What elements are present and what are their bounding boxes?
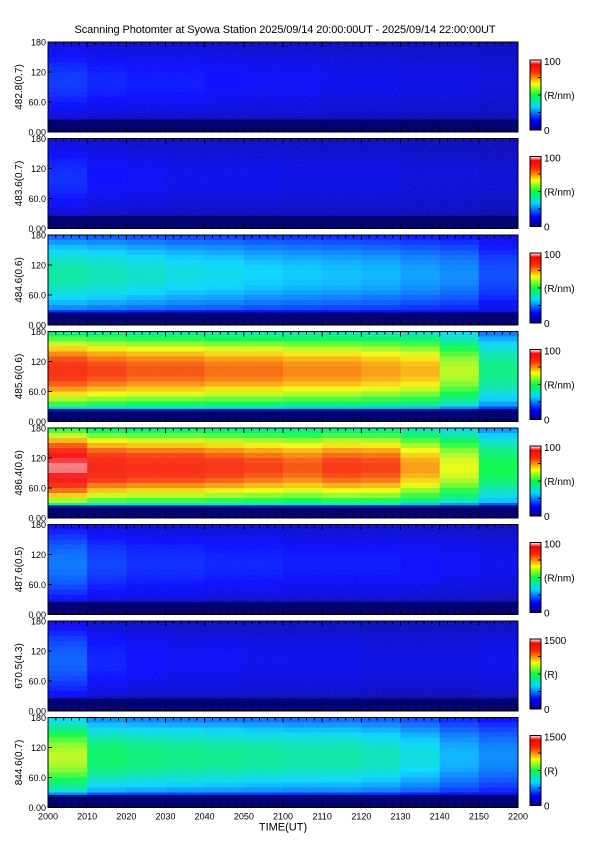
x-tick-label: 2030 (155, 812, 175, 822)
x-tick-label: 2140 (430, 812, 450, 822)
colorbar-max-label: 1500 (544, 733, 567, 744)
y-tick-label: 180 (31, 713, 46, 723)
y-tick-label: 120 (31, 68, 46, 78)
x-tick-label: 2020 (116, 812, 136, 822)
colorbar-max-label: 1500 (544, 636, 567, 647)
y-tick-label: 60.0 (28, 194, 46, 204)
colorbar-unit-label: (R/nm) (544, 284, 575, 295)
x-tick-label: 2040 (195, 812, 215, 822)
chart-title: Scanning Photomter at Syowa Station 2025… (74, 24, 496, 36)
panel-label: 486.4(0.6) (14, 450, 25, 496)
colorbar-min-label: 0 (544, 609, 550, 620)
y-tick-label: 0.00 (28, 321, 46, 331)
x-tick-label: 2050 (234, 812, 254, 822)
colorbar-max-label: 100 (544, 347, 561, 358)
heatmap-6 (48, 621, 518, 711)
heatmap-2 (48, 235, 518, 325)
x-tick-label: 2120 (351, 812, 371, 822)
y-tick-label: 180 (31, 134, 46, 144)
y-tick-label: 120 (31, 357, 46, 367)
colorbar-max-label: 100 (544, 443, 561, 454)
panel-label: 487.6(0.5) (14, 547, 25, 593)
y-tick-label: 60.0 (28, 677, 46, 687)
x-axis-label: TIME(UT) (259, 822, 307, 834)
y-tick-label: 60.0 (28, 98, 46, 108)
panel-1: 0.00 60.0 120 180 483.6(0.7) 100 (R/nm) 0 (14, 134, 575, 234)
y-tick-label: 120 (31, 164, 46, 174)
panel-3: 0.00 60.0 120 180 485.6(0.6) 100 (R/nm) 0 (14, 327, 575, 427)
heatmap-3 (48, 331, 518, 422)
heatmap-0 (48, 42, 518, 132)
colorbar-min-label: 0 (544, 705, 550, 716)
colorbar-min-label: 0 (544, 802, 550, 813)
x-tick-label: 2200 (508, 812, 528, 822)
y-tick-label: 60.0 (28, 387, 46, 397)
panel-label: 485.6(0.6) (14, 354, 25, 400)
heatmap-4 (48, 428, 518, 518)
y-tick-label: 180 (31, 424, 46, 434)
y-tick-label: 0.00 (28, 128, 46, 138)
colorbar-max-label: 100 (544, 154, 561, 165)
x-tick-label: 2100 (273, 812, 293, 822)
colorbar-min-label: 0 (544, 416, 550, 427)
panel-7: 0.00 60.0 120 180 844.6(0.7) 1500 (R) 0 (14, 713, 567, 813)
y-tick-label: 180 (31, 231, 46, 241)
panel-label: 484.6(0.6) (14, 257, 25, 303)
panel-label: 844.6(0.7) (14, 740, 25, 786)
y-tick-label: 0.00 (28, 224, 46, 234)
y-tick-label: 180 (31, 327, 46, 337)
heatmap-7 (48, 717, 518, 808)
heatmap-1 (48, 138, 518, 229)
colorbar-unit-label: (R/nm) (544, 91, 575, 102)
y-tick-label: 60.0 (28, 484, 46, 494)
y-tick-label: 180 (31, 617, 46, 627)
y-tick-label: 0.00 (28, 610, 46, 620)
colorbar-max-label: 100 (544, 250, 561, 261)
panel-label: 482.8(0.7) (14, 64, 25, 110)
y-tick-label: 120 (31, 647, 46, 657)
colorbar-unit-label: (R) (544, 767, 558, 778)
y-tick-label: 0.00 (28, 417, 46, 427)
y-tick-label: 120 (31, 261, 46, 271)
y-tick-label: 180 (31, 38, 46, 48)
panel-6: 0.00 60.0 120 180 670.5(4.3) 1500 (R) 0 (14, 617, 567, 717)
heatmap-5 (48, 524, 518, 615)
y-tick-label: 60.0 (28, 291, 46, 301)
colorbar-unit-label: (R/nm) (544, 188, 575, 199)
x-tick-label: 2130 (390, 812, 410, 822)
panel-0: 0.00 60.0 120 180 482.8(0.7) 100 (R/nm) 0 (14, 38, 575, 138)
colorbar-min-label: 0 (544, 223, 550, 234)
panel-label: 483.6(0.7) (14, 161, 25, 207)
colorbar-unit-label: (R/nm) (544, 381, 575, 392)
y-tick-label: 60.0 (28, 580, 46, 590)
y-tick-label: 0.00 (28, 803, 46, 813)
y-tick-label: 120 (31, 743, 46, 753)
panel-5: 0.00 60.0 120 180 487.6(0.5) 100 (R/nm) 0 (14, 520, 575, 620)
colorbar-unit-label: (R/nm) (544, 477, 575, 488)
y-tick-label: 60.0 (28, 773, 46, 783)
panel-label: 670.5(4.3) (14, 643, 25, 689)
colorbar-max-label: 100 (544, 57, 561, 68)
y-tick-label: 0.00 (28, 707, 46, 717)
x-tick-label: 2000 (38, 812, 58, 822)
colorbar-min-label: 0 (544, 126, 550, 137)
colorbar-min-label: 0 (544, 319, 550, 330)
x-tick-label: 2150 (469, 812, 489, 822)
y-tick-label: 120 (31, 550, 46, 560)
colorbar-max-label: 100 (544, 540, 561, 551)
colorbar-min-label: 0 (544, 512, 550, 523)
y-tick-label: 180 (31, 520, 46, 530)
x-tick-label: 2110 (312, 812, 331, 822)
panel-4: 0.00 60.0 120 180 486.4(0.6) 100 (R/nm) 0 (14, 424, 575, 524)
colorbar-unit-label: (R/nm) (544, 574, 575, 585)
panel-2: 0.00 60.0 120 180 484.6(0.6) 100 (R/nm) 0 (14, 231, 575, 331)
y-tick-label: 120 (31, 454, 46, 464)
x-tick-label: 2010 (77, 812, 97, 822)
colorbar-unit-label: (R) (544, 670, 558, 681)
y-tick-label: 0.00 (28, 514, 46, 524)
